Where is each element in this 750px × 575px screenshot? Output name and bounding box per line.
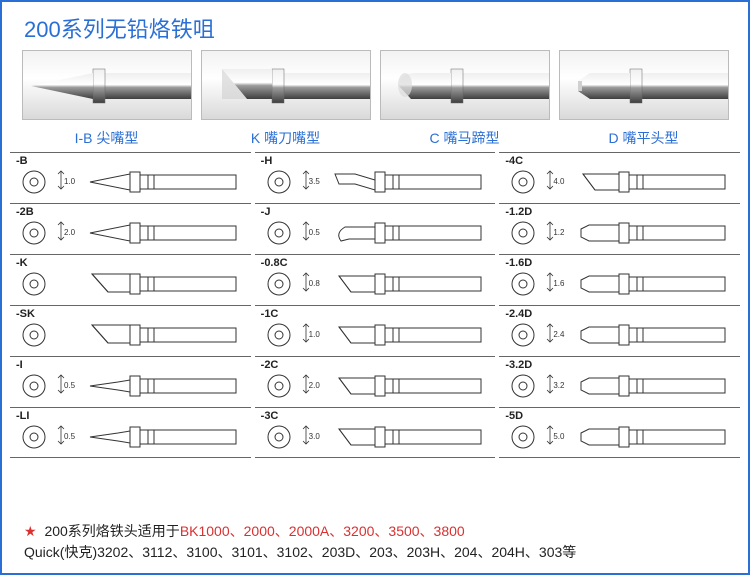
tip-dimension: 0.5 bbox=[64, 381, 75, 390]
tip-diagram bbox=[261, 267, 487, 306]
tip-diagram-svg bbox=[505, 267, 731, 301]
tip-dimension: 3.5 bbox=[309, 177, 320, 186]
photo-cell-ib: I-B 尖嘴型 bbox=[20, 50, 193, 148]
tip-diagram bbox=[16, 165, 242, 204]
tip-dimension: 1.0 bbox=[64, 177, 75, 186]
tip-dimension: 3.2 bbox=[553, 381, 564, 390]
tip-diagram bbox=[16, 318, 242, 357]
photo-row: I-B 尖嘴型 K 嘴刀嘴型 bbox=[2, 50, 748, 148]
tip-diagram-svg bbox=[261, 420, 487, 454]
footer-note: ★ 200系列烙铁头适用于BK1000、2000、2000A、3200、3500… bbox=[24, 521, 726, 563]
diagram-cell: -B1.0 bbox=[10, 152, 251, 203]
tip-diagram-svg bbox=[505, 318, 731, 352]
photo-label: I-B 尖嘴型 bbox=[20, 128, 193, 148]
tip-diagram bbox=[16, 369, 242, 408]
diagram-cell: -K bbox=[10, 254, 251, 305]
diagram-cell: -1.2D1.2 bbox=[499, 203, 740, 254]
diagram-cell: -5D5.0 bbox=[499, 407, 740, 458]
tip-photo-svg bbox=[23, 51, 192, 120]
tip-dimension: 1.2 bbox=[553, 228, 564, 237]
tip-diagram bbox=[16, 267, 242, 306]
catalog-page: 200系列无铅烙铁咀 I-B 尖嘴型 bbox=[0, 0, 750, 575]
photo-label: C 嘴马蹄型 bbox=[378, 128, 551, 148]
tip-diagram bbox=[16, 420, 242, 459]
tip-dimension: 2.0 bbox=[64, 228, 75, 237]
tip-diagram bbox=[261, 420, 487, 459]
diagram-cell: -1C1.0 bbox=[255, 305, 496, 356]
tip-dimension: 0.5 bbox=[309, 228, 320, 237]
tip-dimension: 1.6 bbox=[553, 279, 564, 288]
tip-diagram bbox=[505, 165, 731, 204]
diagram-cell: -1.6D1.6 bbox=[499, 254, 740, 305]
diagram-cell: -I0.5 bbox=[10, 356, 251, 407]
tip-dimension: 1.0 bbox=[309, 330, 320, 339]
diagram-cell: -SK bbox=[10, 305, 251, 356]
diagram-cell: -0.8C0.8 bbox=[255, 254, 496, 305]
tip-diagram-svg bbox=[261, 267, 487, 301]
tip-diagram bbox=[261, 369, 487, 408]
diagram-cell: -3C3.0 bbox=[255, 407, 496, 458]
diagram-cell: -2.4D2.4 bbox=[499, 305, 740, 356]
tip-diagram bbox=[261, 216, 487, 255]
photo-cell-d: D 嘴平头型 bbox=[557, 50, 730, 148]
tip-diagram-svg bbox=[16, 165, 242, 199]
footer-line-2: Quick(快克)3202、3112、3100、3101、3102、203D、2… bbox=[24, 542, 726, 563]
tip-photo-svg bbox=[381, 51, 550, 120]
diagram-column: -4C4.0-1.2D1.2-1.6D1.6-2.4D2.4-3.2D3.2-5… bbox=[499, 152, 740, 458]
tip-diagram bbox=[505, 318, 731, 357]
tip-diagram-svg bbox=[16, 318, 242, 352]
tip-diagram-svg bbox=[16, 369, 242, 403]
diagram-cell: -J0.5 bbox=[255, 203, 496, 254]
footer-line-1: ★ 200系列烙铁头适用于BK1000、2000、2000A、3200、3500… bbox=[24, 521, 726, 542]
tip-diagram-svg bbox=[261, 165, 487, 199]
diagram-cell: -2B2.0 bbox=[10, 203, 251, 254]
tip-dimension: 2.0 bbox=[309, 381, 320, 390]
photo-ib bbox=[22, 50, 192, 120]
tip-diagram-svg bbox=[261, 369, 487, 403]
photo-k bbox=[201, 50, 371, 120]
diagram-cell: -LI0.5 bbox=[10, 407, 251, 458]
photo-c bbox=[380, 50, 550, 120]
page-title: 200系列无铅烙铁咀 bbox=[2, 2, 748, 50]
tip-photo-svg bbox=[202, 51, 371, 120]
tip-diagram-svg bbox=[261, 318, 487, 352]
diagram-cell: -3.2D3.2 bbox=[499, 356, 740, 407]
diagram-cell: -4C4.0 bbox=[499, 152, 740, 203]
tip-photo-svg bbox=[560, 51, 729, 120]
diagram-grid: -B1.0-2B2.0-K-SK-I0.5-LI0.5-H3.5-J0.5-0.… bbox=[2, 148, 748, 458]
tip-diagram bbox=[505, 420, 731, 459]
photo-cell-k: K 嘴刀嘴型 bbox=[199, 50, 372, 148]
tip-diagram bbox=[505, 267, 731, 306]
tip-diagram-svg bbox=[16, 267, 242, 301]
tip-diagram bbox=[505, 216, 731, 255]
tip-dimension: 5.0 bbox=[553, 432, 564, 441]
photo-d bbox=[559, 50, 729, 120]
tip-dimension: 0.5 bbox=[64, 432, 75, 441]
tip-diagram-svg bbox=[505, 165, 731, 199]
tip-diagram-svg bbox=[505, 369, 731, 403]
tip-diagram bbox=[16, 216, 242, 255]
tip-diagram-svg bbox=[505, 216, 731, 250]
diagram-cell: -2C2.0 bbox=[255, 356, 496, 407]
tip-diagram-svg bbox=[16, 216, 242, 250]
tip-dimension: 3.0 bbox=[309, 432, 320, 441]
star-icon: ★ bbox=[24, 523, 37, 539]
tip-dimension: 2.4 bbox=[553, 330, 564, 339]
tip-dimension: 0.8 bbox=[309, 279, 320, 288]
photo-label: D 嘴平头型 bbox=[557, 128, 730, 148]
tip-diagram bbox=[261, 165, 487, 204]
tip-diagram bbox=[505, 369, 731, 408]
tip-diagram-svg bbox=[505, 420, 731, 454]
diagram-cell: -H3.5 bbox=[255, 152, 496, 203]
tip-diagram-svg bbox=[16, 420, 242, 454]
tip-diagram-svg bbox=[261, 216, 487, 250]
photo-label: K 嘴刀嘴型 bbox=[199, 128, 372, 148]
diagram-column: -B1.0-2B2.0-K-SK-I0.5-LI0.5 bbox=[10, 152, 251, 458]
tip-diagram bbox=[261, 318, 487, 357]
diagram-column: -H3.5-J0.5-0.8C0.8-1C1.0-2C2.0-3C3.0 bbox=[255, 152, 496, 458]
tip-dimension: 4.0 bbox=[553, 177, 564, 186]
photo-cell-c: C 嘴马蹄型 bbox=[378, 50, 551, 148]
